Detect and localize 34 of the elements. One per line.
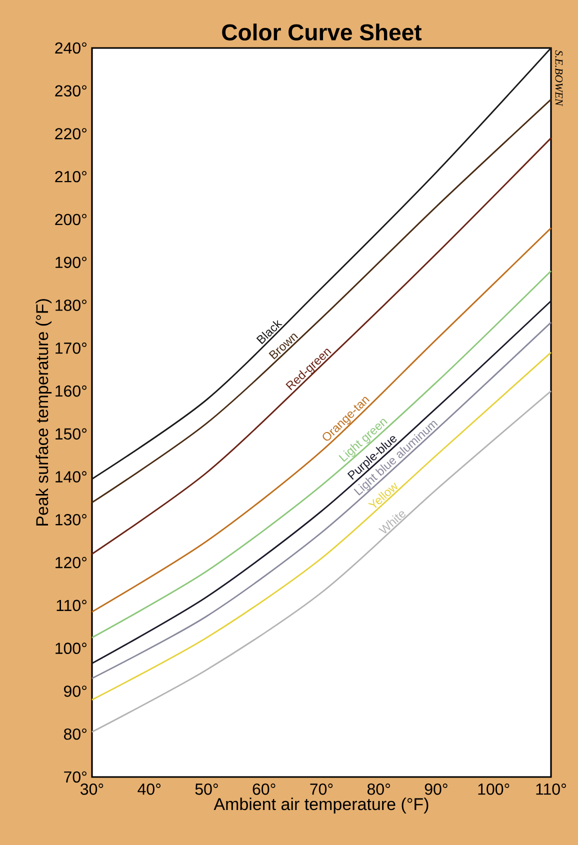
line-series [91,227,552,613]
y-tick-label: 230° [55,85,87,97]
y-tick-label: 80° [64,728,87,740]
y-tick-label: 70° [64,771,87,783]
y-tick-label: 220° [55,128,87,140]
y-tick-label: 210° [55,170,87,182]
x-tick-label: 60° [252,784,276,795]
y-tick-label: 170° [56,342,87,354]
line-series [91,390,552,733]
y-tick-label: 110° [56,600,87,612]
x-tick-label: 40° [138,784,161,795]
y-axis-title: Peak surface temperature (°F) [36,299,52,526]
x-tick-label: 30° [80,784,104,795]
y-tick-label: 200° [55,214,87,226]
y-tick-label: 90° [64,686,87,697]
x-tick-label: 80° [367,784,390,795]
y-tick-label: 140° [56,471,87,482]
y-tick-label: 120° [56,556,87,568]
y-tick-label: 190° [56,256,87,268]
y-tick-label: 100° [56,642,87,654]
x-tick-label: 110° [536,784,566,795]
text: S.E.BOWEN [555,50,563,106]
line-series [91,137,552,555]
y-tick-label: 160° [56,385,87,397]
x-axis-title: Ambient air temperature (°F) [214,798,428,814]
y-tick-label: 240° [55,42,87,54]
y-tick-label: 180° [56,300,87,311]
x-tick-label: 70° [310,784,333,795]
chart-title: Color Curve Sheet [222,24,422,40]
y-tick-label: 150° [56,428,87,440]
x-tick-label: 50° [195,784,218,795]
x-tick-label: 100° [478,784,510,795]
x-tick-label: 90° [424,784,448,795]
y-tick-label: 130° [56,514,87,526]
